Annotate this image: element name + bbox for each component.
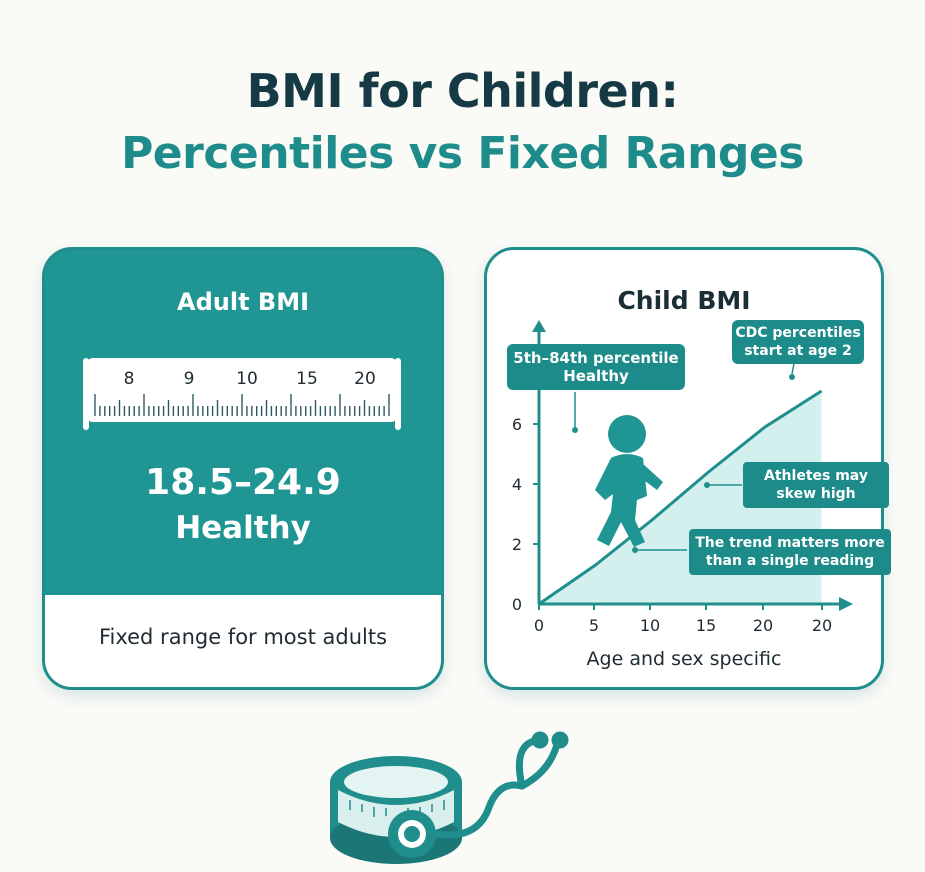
callout-cdc: CDC percentiles start at age 2 [732,320,864,364]
ruler-label: 10 [236,369,258,389]
callout-trend-line1: The trend matters more [695,535,885,551]
callout-percentile: 5th–84th percentile Healthy [507,344,685,390]
ruler-label: 8 [124,369,135,389]
adult-bmi-card: Adult BMI 8 9 10 15 20 18.5–24.9 Healthy… [42,247,444,690]
callout-trend: The trend matters more than a single rea… [689,529,891,575]
y-tick-label: 4 [512,475,522,494]
x-axis-arrow [839,597,853,611]
x-tick-label: 0 [534,616,544,635]
child-bmi-card: Child BMI 0 5 10 15 20 20 0 2 4 6 5th–84th percen… [484,247,891,690]
adult-range-value: 18.5–24.9 [145,462,341,503]
stethoscope-icon [432,731,569,839]
adult-card-title: Adult BMI [177,288,309,316]
adult-range-label: Healthy [175,510,311,546]
x-tick-label: 20 [753,616,773,635]
x-tick-label: 15 [696,616,716,635]
y-tick-label: 0 [512,595,522,614]
adult-card-footer: Fixed range for most adults [45,595,441,687]
measuring-tape-icon [330,756,462,864]
bottom-illustration [330,731,569,864]
ruler-label: 20 [354,369,376,389]
callout-percentile-line2: Healthy [563,367,629,385]
ruler-label: 15 [296,369,318,389]
callout-athletes-line1: Athletes may [764,468,868,484]
x-tick-label: 10 [640,616,660,635]
title-line-1: BMI for Children: [246,64,679,118]
y-axis-arrow [532,320,546,332]
ruler-icon: 8 9 10 15 20 [83,358,401,430]
callout-percentile-line1: 5th–84th percentile [513,349,679,367]
child-card-title: Child BMI [617,286,751,315]
callout-trend-line2: than a single reading [705,553,875,569]
adult-footer-text: Fixed range for most adults [98,625,388,649]
callout-cdc-line1: CDC percentiles [735,325,861,341]
callout-athletes-line2: skew high [776,486,856,502]
y-tick-label: 6 [512,415,522,434]
chart-series-line [538,389,823,606]
x-tick-label: 20 [812,616,832,635]
callout-athletes: Athletes may skew high [743,462,889,508]
x-tick-label: 5 [589,616,599,635]
title-line-2: Percentiles vs Fixed Ranges [121,128,804,179]
chart-x-caption: Age and sex specific [586,648,782,670]
child-walking-icon [595,415,663,547]
ruler-label: 9 [184,369,195,389]
callout-cdc-line2: start at age 2 [744,343,852,359]
y-tick-label: 2 [512,535,522,554]
